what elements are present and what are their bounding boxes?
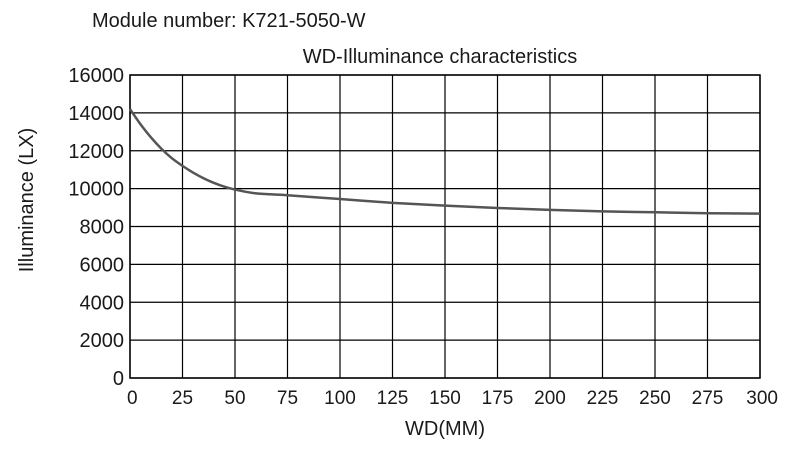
- y-tick-label: 10000: [68, 179, 124, 201]
- chart-title: WD-Illuminance characteristics: [303, 46, 578, 68]
- module-number-label: Module number: K721-5050-W: [92, 10, 366, 32]
- y-tick-label: 8000: [80, 217, 125, 239]
- x-tick-label: 300: [746, 388, 778, 409]
- x-tick-label: 275: [692, 388, 724, 409]
- y-tick-label: 12000: [68, 141, 124, 163]
- x-tick-label: 250: [639, 388, 671, 409]
- y-tick-label: 16000: [68, 65, 124, 87]
- y-tick-label: 14000: [68, 103, 124, 125]
- x-tick-label: 25: [172, 388, 193, 409]
- x-tick-label: 0: [127, 388, 138, 409]
- x-tick-label: 175: [482, 388, 514, 409]
- series-line: [128, 108, 761, 215]
- plot-frame: [129, 74, 761, 379]
- x-tick-label: 50: [224, 388, 245, 409]
- x-tick-label: 100: [324, 388, 356, 409]
- y-axis-label: Illuminance (LX): [16, 128, 38, 273]
- x-tick-label: 125: [377, 388, 409, 409]
- x-axis-label: WD(MM): [405, 418, 485, 440]
- x-axis-ticks: 0 25 50 75 100 125 150 175 200 225 250 275 300: [127, 388, 778, 409]
- y-tick-label: 0: [113, 368, 124, 390]
- y-tick-label: 2000: [80, 330, 125, 352]
- y-tick-label: 4000: [80, 292, 125, 314]
- x-tick-label: 200: [534, 388, 566, 409]
- x-tick-label: 150: [429, 388, 461, 409]
- x-tick-label: 75: [277, 388, 298, 409]
- y-tick-label: 6000: [80, 254, 125, 276]
- x-tick-label: 225: [587, 388, 619, 409]
- y-axis-ticks: 0 2000 4000 6000 8000 10000 12000 14000 16000: [68, 65, 124, 390]
- grid: [129, 74, 761, 379]
